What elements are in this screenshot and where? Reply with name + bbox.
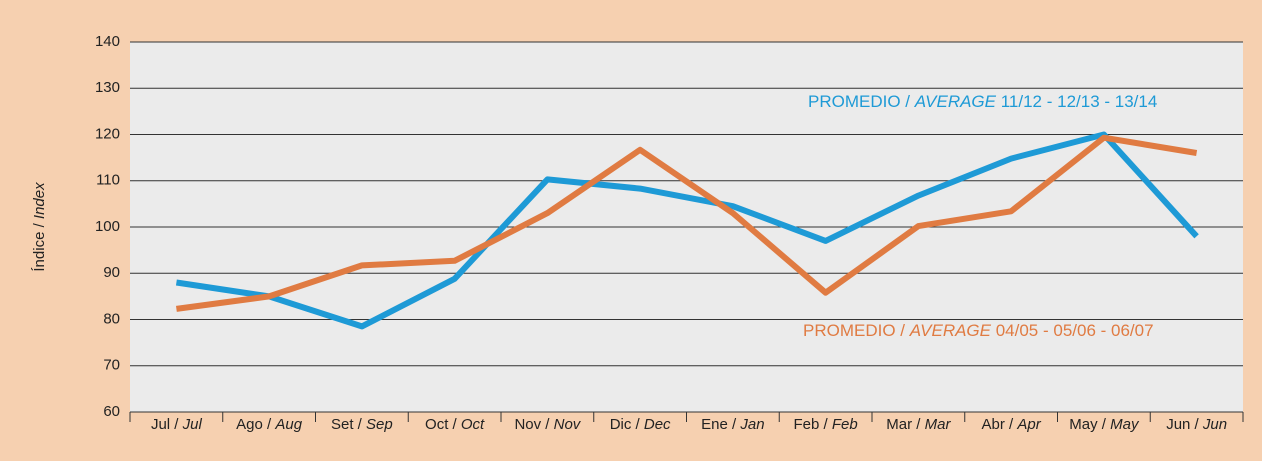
x-tick-label: Abr / Apr	[982, 416, 1042, 433]
series-line	[175, 134, 1198, 312]
y-tick-label: 130	[95, 79, 120, 96]
y-axis-label: Índice / Index	[31, 182, 48, 272]
y-tick-label: 100	[95, 218, 120, 235]
x-tick-label: Jul / Jul	[151, 416, 203, 433]
x-tick-label: Jun / Jun	[1166, 416, 1227, 433]
x-tick-label: Ago / Aug	[236, 416, 303, 433]
x-tick-label: Dic / Dec	[610, 416, 671, 433]
x-tick-label: Mar / Mar	[886, 416, 951, 433]
x-tick-label: Ene / Jan	[701, 416, 764, 433]
y-tick-label: 90	[103, 264, 120, 281]
y-tick-label: 60	[103, 403, 120, 420]
x-tick-label: May / May	[1069, 416, 1140, 433]
legend-label: PROMEDIO / AVERAGE 11/12 - 12/13 - 13/14	[808, 92, 1157, 111]
y-tick-label: 140	[95, 33, 120, 50]
x-tick-label: Oct / Oct	[425, 416, 485, 433]
y-tick-label: 80	[103, 310, 120, 327]
x-tick-label: Set / Sep	[331, 416, 393, 433]
x-tick-label: Feb / Feb	[794, 416, 858, 433]
y-tick-label: 110	[96, 172, 120, 189]
y-tick-label: 70	[103, 357, 120, 374]
series-line	[175, 131, 1199, 330]
y-tick-label: 120	[95, 125, 120, 142]
legend-label: PROMEDIO / AVERAGE 04/05 - 05/06 - 06/07	[803, 321, 1154, 340]
x-tick-label: Nov / Nov	[514, 416, 581, 433]
